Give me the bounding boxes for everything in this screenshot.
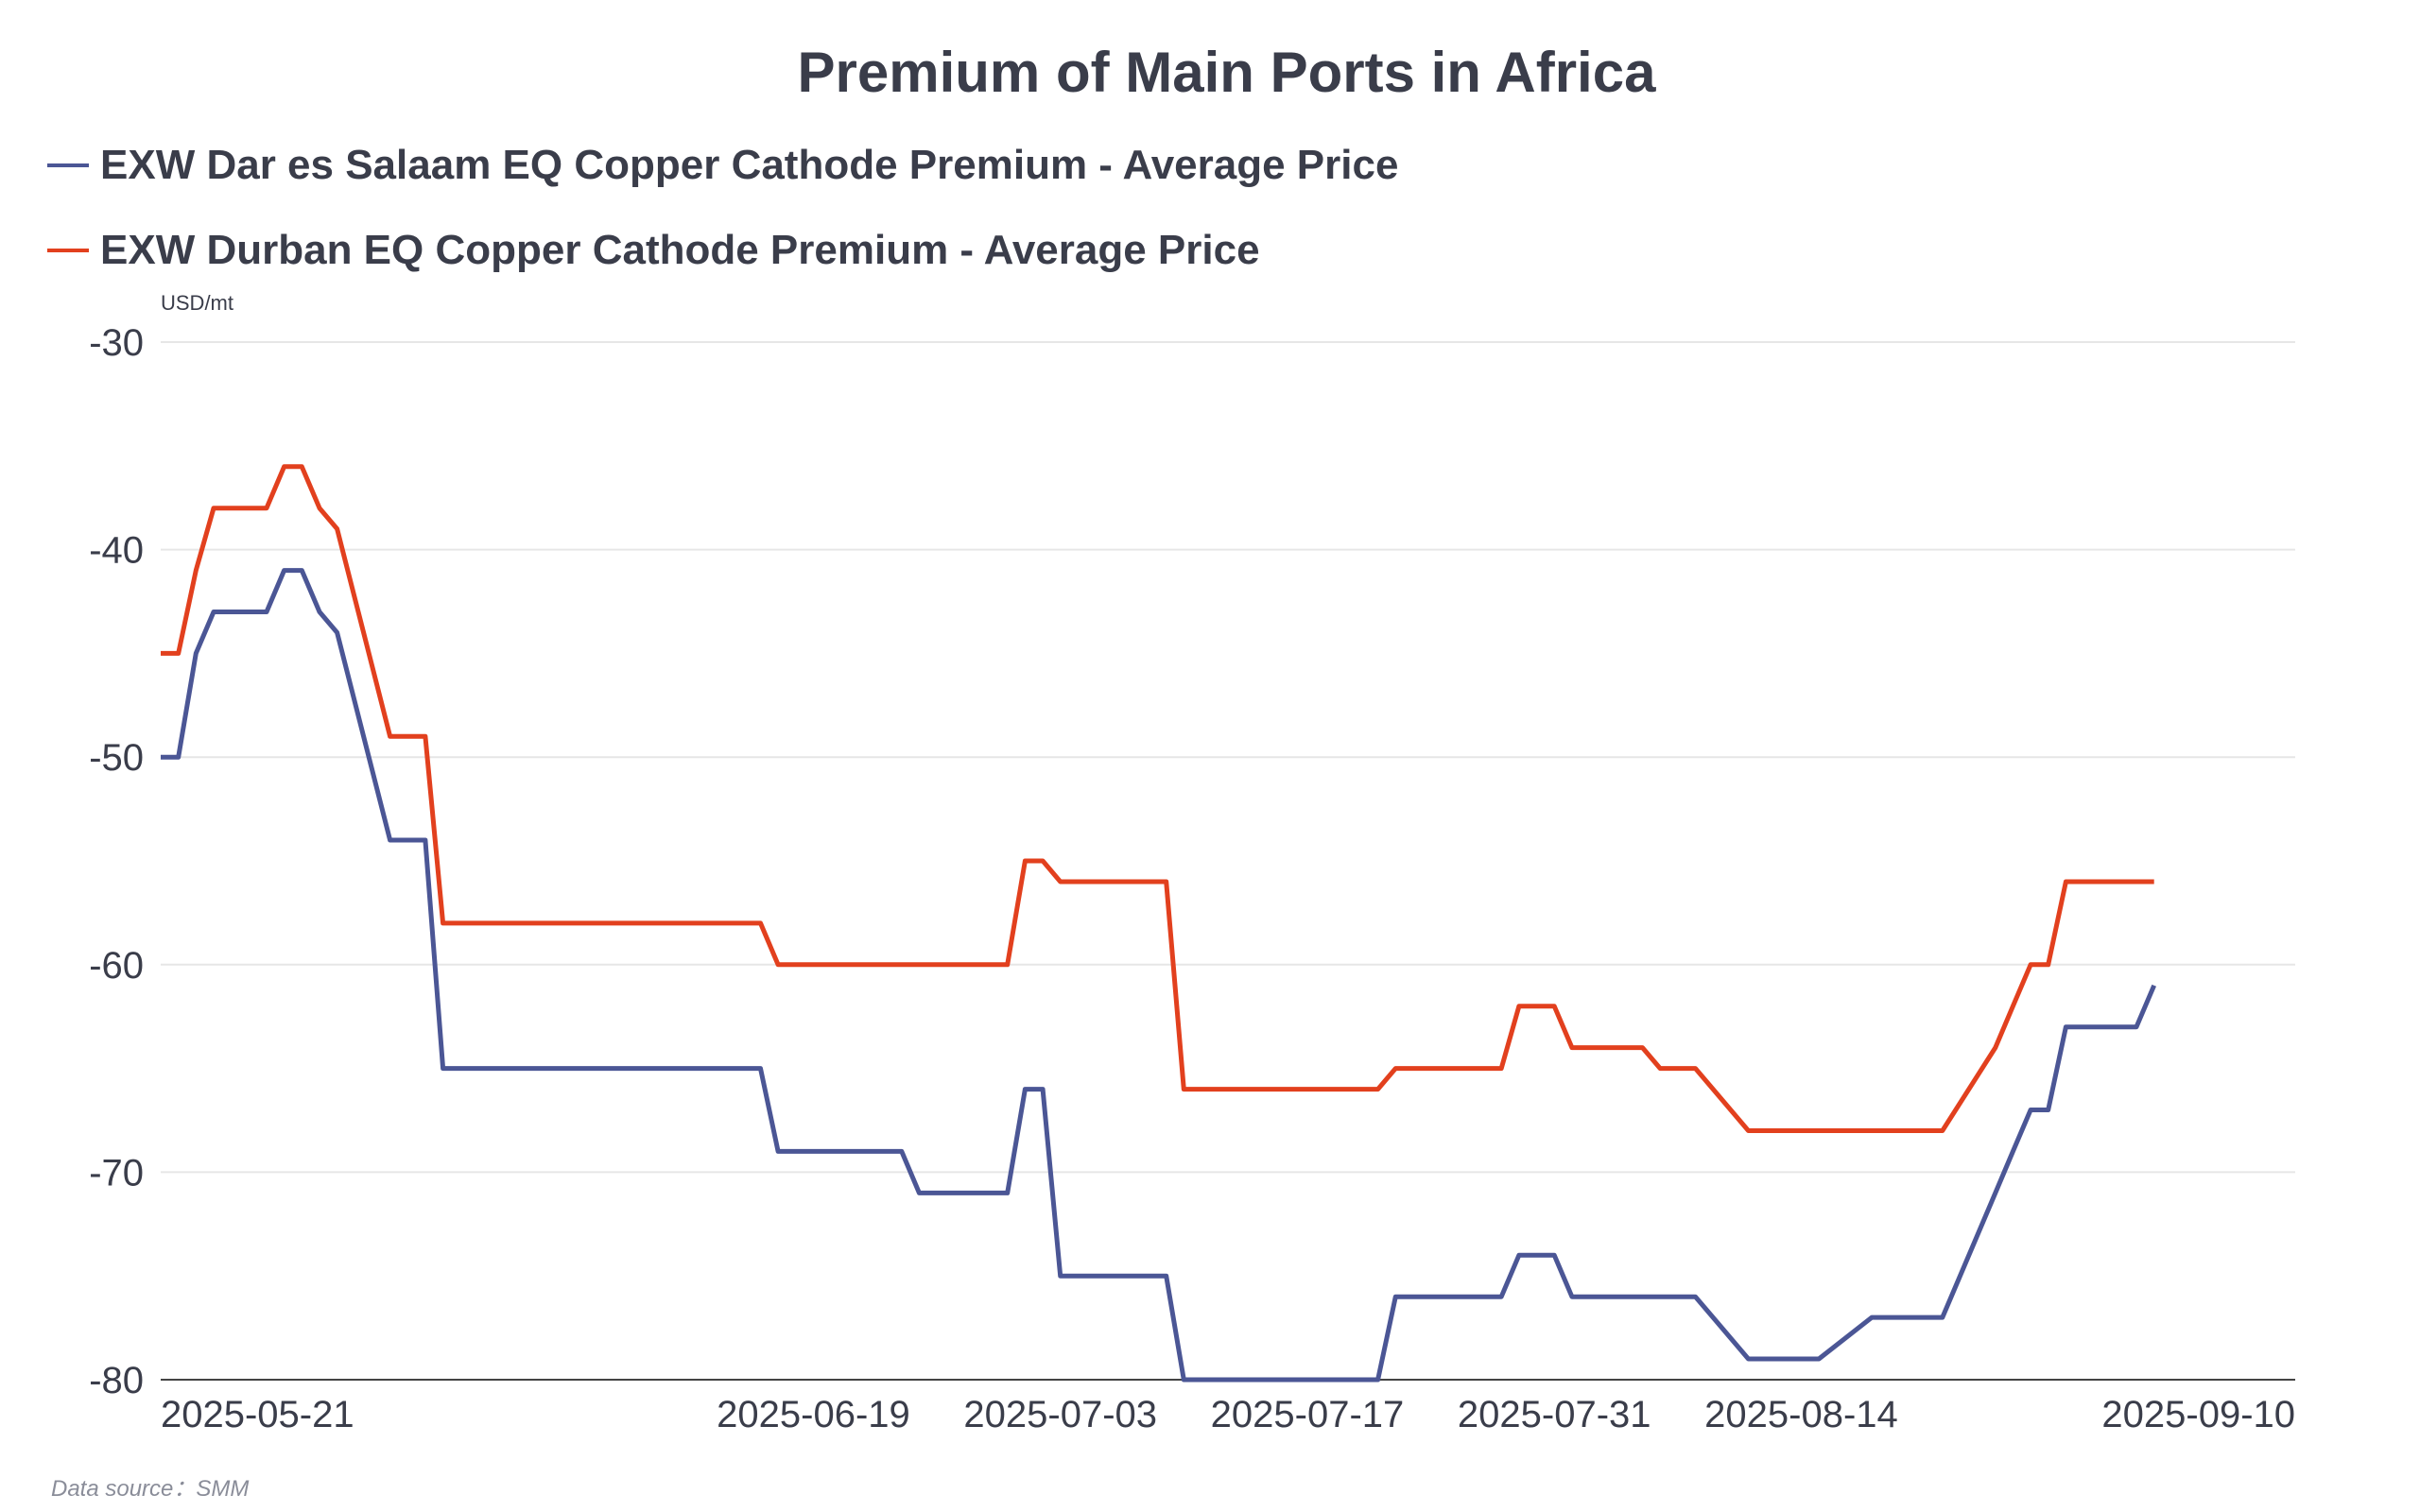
- legend-swatch-durban: [47, 249, 89, 252]
- y-tick-label: -40: [89, 530, 144, 572]
- series-line-dar-es-salaam[interactable]: [161, 568, 2156, 1383]
- y-tick-label: -80: [89, 1360, 144, 1401]
- series-line-durban[interactable]: [161, 464, 2154, 1133]
- grid-lines: [161, 341, 2295, 1174]
- legend-item-dar-es-salaam[interactable]: EXW Dar es Salaam EQ Copper Cathode Prem…: [47, 123, 1398, 208]
- y-tick-label: -30: [89, 322, 144, 364]
- series-lines: [161, 464, 2156, 1383]
- y-tick-label: -50: [89, 737, 144, 779]
- y-tick-label: -70: [89, 1152, 144, 1194]
- legend-swatch-dar-es-salaam: [47, 163, 89, 167]
- legend-label-durban: EXW Durban EQ Copper Cathode Premium - A…: [100, 227, 1260, 273]
- data-source-note: Data source：SMM: [51, 1476, 250, 1502]
- legend-label-dar-es-salaam: EXW Dar es Salaam EQ Copper Cathode Prem…: [100, 142, 1399, 188]
- legend: EXW Dar es Salaam EQ Copper Cathode Prem…: [47, 123, 1398, 293]
- x-tick-label: 2025-05-21: [161, 1394, 354, 1435]
- y-tick-label: -60: [89, 945, 144, 987]
- x-tick-label: 2025-09-10: [2101, 1394, 2295, 1435]
- y-axis-ticks: -30 -40 -50 -60 -70 -80: [89, 322, 144, 1401]
- y-axis-unit-label: USD/mt: [161, 291, 233, 315]
- x-tick-label: 2025-07-17: [1211, 1394, 1405, 1435]
- x-tick-label: 2025-08-14: [1704, 1394, 1898, 1435]
- x-axis-ticks: 2025-05-21 2025-06-19 2025-07-03 2025-07-17…: [161, 1394, 2295, 1435]
- x-tick-label: 2025-07-03: [963, 1394, 1157, 1435]
- x-tick-label: 2025-07-31: [1458, 1394, 1651, 1435]
- legend-item-durban[interactable]: EXW Durban EQ Copper Cathode Premium - A…: [47, 208, 1398, 293]
- chart-title: Premium of Main Ports in Africa: [797, 41, 1656, 104]
- x-tick-label: 2025-06-19: [717, 1394, 910, 1435]
